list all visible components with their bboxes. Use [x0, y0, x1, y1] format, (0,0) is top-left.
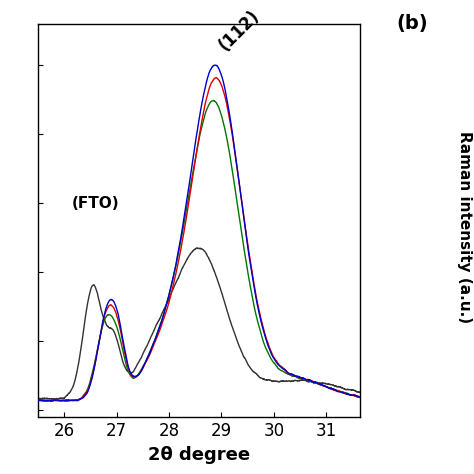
Text: Raman intensity (a.u.): Raman intensity (a.u.)	[457, 131, 472, 324]
Text: (FTO): (FTO)	[72, 196, 119, 210]
Text: (b): (b)	[397, 14, 428, 33]
X-axis label: 2θ degree: 2θ degree	[148, 446, 250, 464]
Text: (112): (112)	[215, 7, 263, 55]
